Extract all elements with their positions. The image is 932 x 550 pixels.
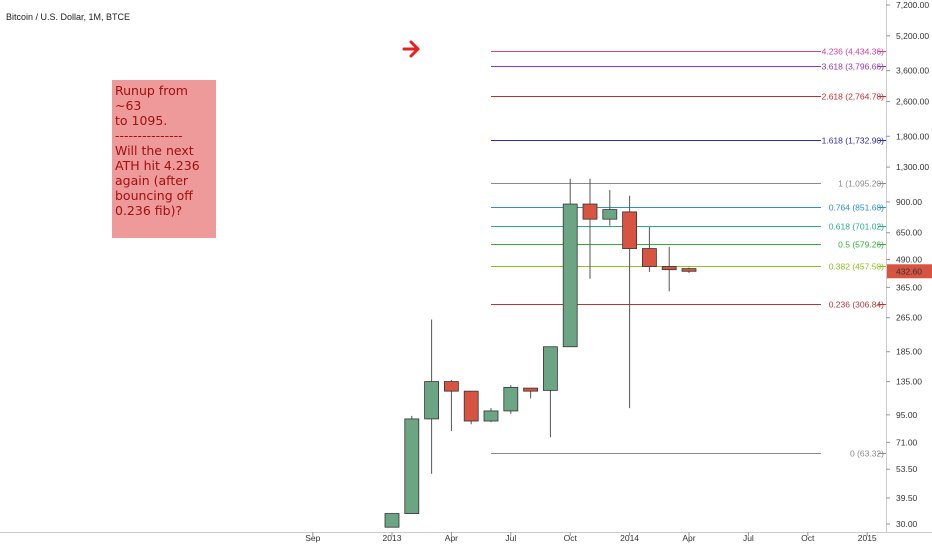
y-tick-label: 30.00 (896, 519, 918, 529)
fib-level-label: 0.764 (851.68) (829, 203, 884, 213)
candle-body[interactable] (424, 381, 440, 420)
fib-level-label: 2.618 (2,764.78) (822, 92, 885, 102)
y-tick-label: 53.50 (896, 464, 918, 474)
note-line: Runup from ~63 (115, 83, 192, 113)
note-line: to 1095. (115, 113, 168, 128)
y-tick-label: 1,800.00 (896, 131, 929, 141)
x-tick-label: Sep (305, 533, 320, 543)
candle-body[interactable] (404, 418, 420, 514)
current-price-tag (887, 264, 932, 279)
candle-body[interactable] (602, 209, 618, 220)
candle-body[interactable] (523, 387, 538, 392)
candle-body[interactable] (582, 203, 598, 220)
chart-title: Bitcoin / U.S. Dollar, 1M, BTCE (6, 12, 131, 22)
y-tick-label: 900.00 (896, 197, 922, 207)
y-tick-label: 185.00 (896, 347, 922, 357)
y-tick-label: 2,600.00 (896, 96, 929, 106)
current-price-label: 432.60 (896, 266, 922, 276)
fib-level-label: 0.382 (457.50) (829, 262, 884, 272)
y-tick-label: 39.50 (896, 493, 918, 503)
y-tick-label: 135.00 (896, 377, 922, 387)
fib-level-label: 0.5 (579.26) (838, 240, 884, 250)
candle-body[interactable] (543, 346, 558, 391)
candle-body[interactable] (443, 381, 459, 392)
fib-level-label: 1 (1,095.20) (838, 179, 884, 189)
candle-body[interactable] (483, 410, 499, 422)
note-line: --------------- (115, 128, 183, 143)
fib-level-label: 0 (63.32) (850, 449, 884, 459)
y-tick-label: 1,300.00 (896, 162, 929, 172)
x-tick-label: Jul (743, 533, 754, 543)
fib-level-label: 1.618 (1,732.90) (822, 136, 885, 146)
candle-body[interactable] (622, 211, 637, 249)
candle-body[interactable] (463, 390, 479, 422)
note-line: 0.236 fib)? (115, 203, 183, 218)
note-line: Will the next (115, 143, 194, 158)
x-tick-label: 2014 (620, 533, 639, 543)
x-tick-label: Jul (505, 533, 516, 543)
x-tick-label: Apr (682, 533, 695, 543)
annotation-note[interactable]: Runup from ~63 to 1095. --------------- … (112, 80, 216, 238)
candle-body[interactable] (661, 266, 677, 271)
y-tick-label: 3,600.00 (896, 66, 929, 76)
candle-body[interactable] (681, 268, 697, 272)
fib-level-label: 0.618 (701.02) (829, 222, 884, 232)
y-tick-label: 265.00 (896, 313, 922, 323)
candle-body[interactable] (562, 203, 578, 348)
y-tick-label: 365.00 (896, 282, 922, 292)
y-tick-label: 7,200.00 (896, 0, 929, 10)
y-tick-label: 95.00 (896, 410, 918, 420)
fib-level-label: 3.618 (3,796.66) (822, 62, 885, 72)
y-tick-label: 650.00 (896, 228, 922, 238)
y-tick-label: 71.00 (896, 437, 918, 447)
x-tick-label: Oct (801, 533, 815, 543)
arrow-right-icon (402, 40, 420, 58)
note-line: bouncing off (115, 188, 193, 203)
y-tick-label: 5,200.00 (896, 31, 929, 41)
fib-level-label: 4.236 (4,434.36) (822, 47, 885, 57)
candle-body[interactable] (503, 386, 519, 412)
note-line: ATH hit 4.236 (115, 158, 200, 173)
x-tick-label: Oct (564, 533, 578, 543)
note-line: again (after (115, 173, 189, 188)
candle-body[interactable] (384, 513, 400, 528)
y-tick-label: 490.00 (896, 254, 922, 264)
candle-body[interactable] (642, 248, 657, 267)
x-tick-label: 2013 (383, 533, 402, 543)
fib-level-label: 0.236 (306.84) (829, 300, 884, 310)
x-tick-label: 2015 (858, 533, 877, 543)
x-tick-label: Apr (445, 533, 458, 543)
